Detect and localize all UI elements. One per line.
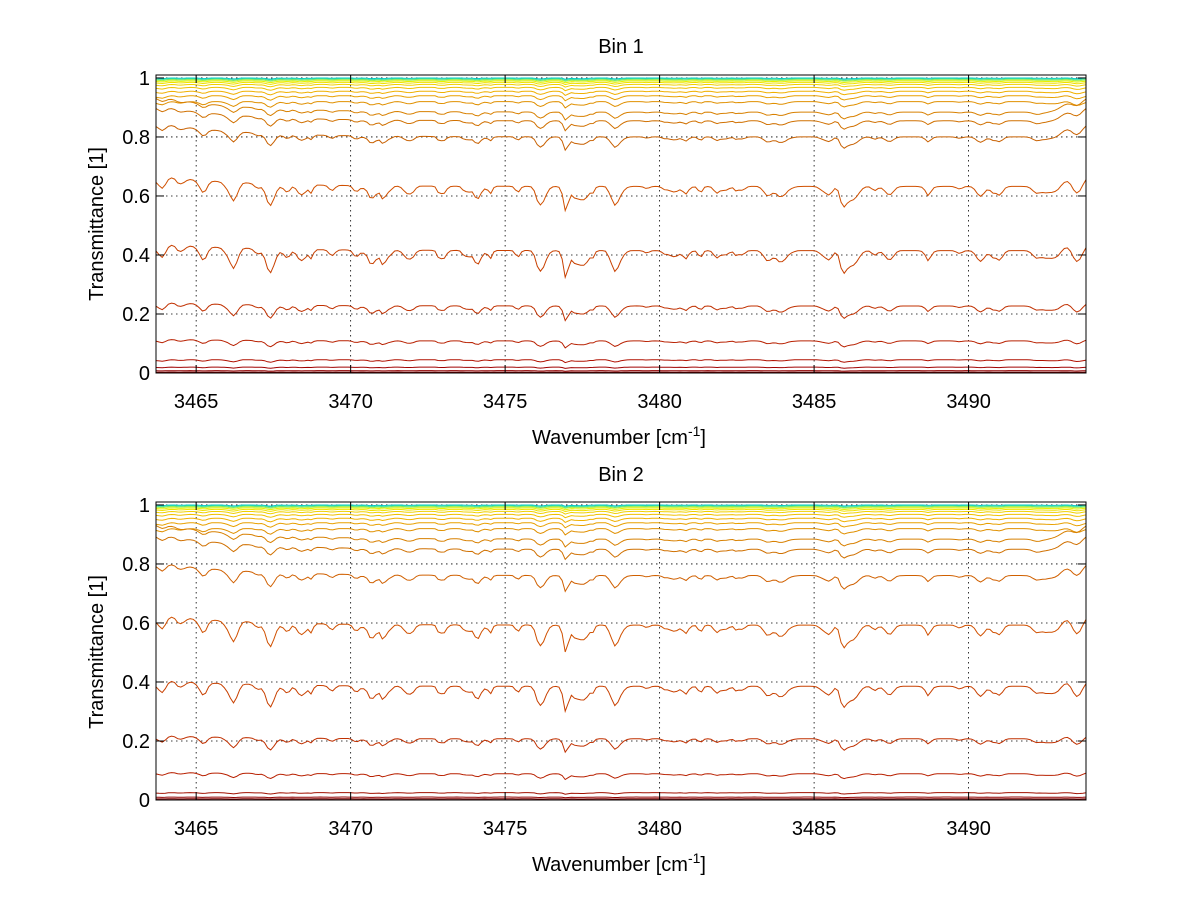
x-tick-label: 3490 [946,391,991,413]
y-tick-label: 0.8 [122,554,150,576]
y-axis-label-bin-2: Transmittance [1] [86,575,108,729]
x-axis-label-end-bin-1: ] [700,427,706,449]
series-line [155,108,1087,132]
series-line [155,125,1087,152]
series-line [155,525,1087,548]
ticks-bin-1: 3465 3470 3475 3480 3485 3490 0 0.2 0.4 0.6 0.8 1 [122,68,1086,413]
series-line [155,735,1087,754]
series-line [155,359,1087,364]
plot-area-bin-2 [156,502,1086,800]
y-tick-label: 0.6 [122,186,150,208]
x-axis-label-end-bin-2: ] [700,854,706,876]
chart-title-bin-2: Bin 2 [598,464,644,486]
x-tick-label: 3485 [792,391,837,413]
series-line [155,177,1087,213]
series-line [155,507,1087,511]
series-line [155,78,1087,81]
series-line [155,513,1087,519]
series-line [155,792,1087,795]
y-tick-label: 0 [139,363,150,385]
x-axis-label-base-bin-1: Wavenumber [cm [532,427,688,449]
series-line [155,510,1087,515]
x-axis-label-bin-1: Wavenumber [cm-1] [532,423,706,449]
y-tick-label: 0.8 [122,127,150,149]
series-line [155,244,1087,280]
y-axis-label-bin-1: Transmittance [1] [86,147,108,301]
series-line [155,517,1087,523]
series-line [155,83,1087,88]
series-line [155,528,1087,536]
y-tick-label: 0.4 [122,245,150,267]
x-axis-label-sup-bin-1: -1 [688,423,701,439]
series-line [155,80,1087,84]
y-tick-label: 0.2 [122,304,150,326]
x-tick-label: 3485 [792,818,837,840]
x-tick-label: 3475 [483,818,528,840]
series-line [155,86,1087,92]
y-tick-label: 0.6 [122,613,150,635]
y-tick-label: 0 [139,790,150,812]
series-line [155,366,1087,369]
series-line [155,505,1087,508]
series-line [155,77,1087,80]
series-line [155,506,1087,509]
x-axis-label-bin-2: Wavenumber [cm-1] [532,850,706,876]
series-line [155,98,1087,121]
x-tick-label: 3490 [946,818,991,840]
subplot-bin-2: 3465 3470 3475 3480 3485 3490 0 0.2 0.4 0.6 0.8 1 B… [86,464,1087,876]
x-tick-label: 3465 [174,818,219,840]
series-line [155,90,1087,96]
axes-box-bin-2 [155,501,1087,801]
series-line [155,680,1087,714]
x-tick-label: 3480 [637,818,682,840]
series-line [155,522,1087,529]
series-line [155,101,1087,109]
y-tick-label: 0.4 [122,672,150,694]
x-tick-label: 3470 [328,818,373,840]
series-line [155,564,1087,593]
x-axis-label-sup-bin-2: -1 [688,850,701,866]
ticks-bin-2: 3465 3470 3475 3480 3485 3490 0 0.2 0.4 0.6 0.8 1 [122,495,1086,840]
y-tick-label: 0.2 [122,731,150,753]
x-tick-label: 3480 [637,391,682,413]
series-line [155,79,1087,82]
series-line [155,772,1087,781]
series-line [155,796,1087,799]
x-tick-label: 3470 [328,391,373,413]
y-tick-label: 1 [139,495,150,517]
x-tick-label: 3475 [483,391,528,413]
series-line [155,370,1087,372]
series-line [155,504,1087,507]
series-line [155,508,1087,513]
series-line [155,81,1087,86]
series-line [155,95,1087,102]
series-line [155,616,1087,653]
y-tick-label: 1 [139,68,150,90]
x-tick-label: 3465 [174,391,219,413]
series-line [155,302,1087,322]
series-line [155,339,1087,349]
chart-title-bin-1: Bin 1 [598,36,644,58]
axes-box-bin-1 [155,74,1087,374]
x-axis-label-base-bin-2: Wavenumber [cm [532,854,688,876]
subplot-bin-1: 3465 3470 3475 3480 3485 3490 0 0.2 0.4 0.6 0.8 1 B… [86,36,1087,449]
series-line [155,536,1087,561]
